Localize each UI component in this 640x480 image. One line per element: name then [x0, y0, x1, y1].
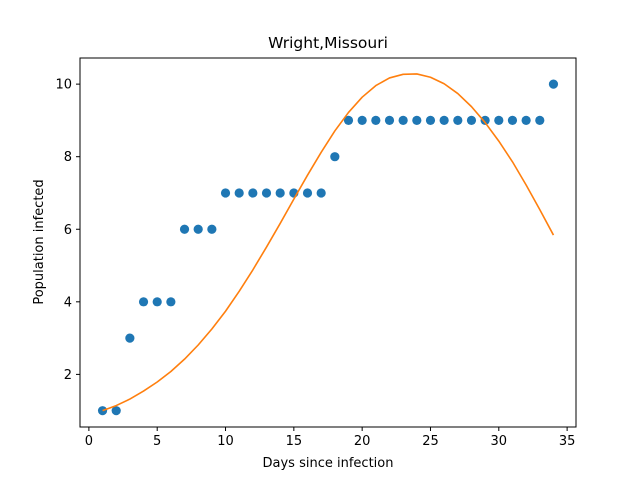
y-tick-label: 8 [64, 150, 72, 165]
data-point [343, 115, 354, 126]
x-tick-label: 15 [286, 434, 303, 449]
data-point [412, 115, 422, 126]
y-axis-label: Population infected [32, 179, 47, 304]
data-point [535, 115, 545, 126]
y-tick-label: 6 [64, 223, 72, 238]
plot-area: 0 5 10 15 20 25 30 35 2 4 6 8 10 [55, 57, 577, 449]
data-point [330, 152, 340, 162]
y-tick-label: 2 [64, 368, 72, 383]
y-tick-label: 4 [64, 295, 72, 310]
data-point [384, 115, 395, 126]
data-point [466, 115, 477, 126]
y-tick-label: 10 [55, 78, 72, 93]
data-point [111, 406, 121, 416]
data-point [494, 115, 504, 126]
x-tick-label: 10 [217, 434, 234, 449]
data-point [275, 188, 285, 198]
axes-frame [79, 57, 577, 428]
x-axis-label: Days since infection [263, 456, 394, 471]
x-tick-label: 30 [491, 434, 508, 449]
data-point [357, 115, 367, 126]
x-tick-label: 5 [153, 434, 161, 449]
data-point [179, 224, 190, 234]
data-point [248, 188, 258, 198]
x-tick-label: 35 [559, 434, 576, 449]
data-point [425, 115, 436, 126]
data-point [398, 115, 408, 126]
data-point [207, 224, 217, 234]
data-point [439, 115, 449, 126]
data-point [220, 188, 231, 198]
chart-title: Wright,Missouri [268, 34, 388, 52]
data-point [138, 297, 149, 307]
x-tick-label: 20 [354, 434, 371, 449]
data-point [234, 188, 244, 198]
data-point [548, 79, 559, 89]
data-point [371, 115, 381, 126]
data-point [166, 297, 176, 307]
data-point [507, 115, 518, 126]
data-point [316, 188, 326, 198]
data-point [453, 115, 463, 126]
data-point [193, 224, 203, 234]
data-point [261, 188, 272, 198]
data-point [125, 333, 135, 343]
data-point [521, 115, 531, 126]
data-point [302, 188, 313, 198]
data-point [152, 297, 162, 307]
x-tick-label: 25 [422, 434, 439, 449]
x-tick-label: 0 [85, 434, 93, 449]
data-point [480, 115, 490, 126]
fit-line [102, 73, 555, 412]
